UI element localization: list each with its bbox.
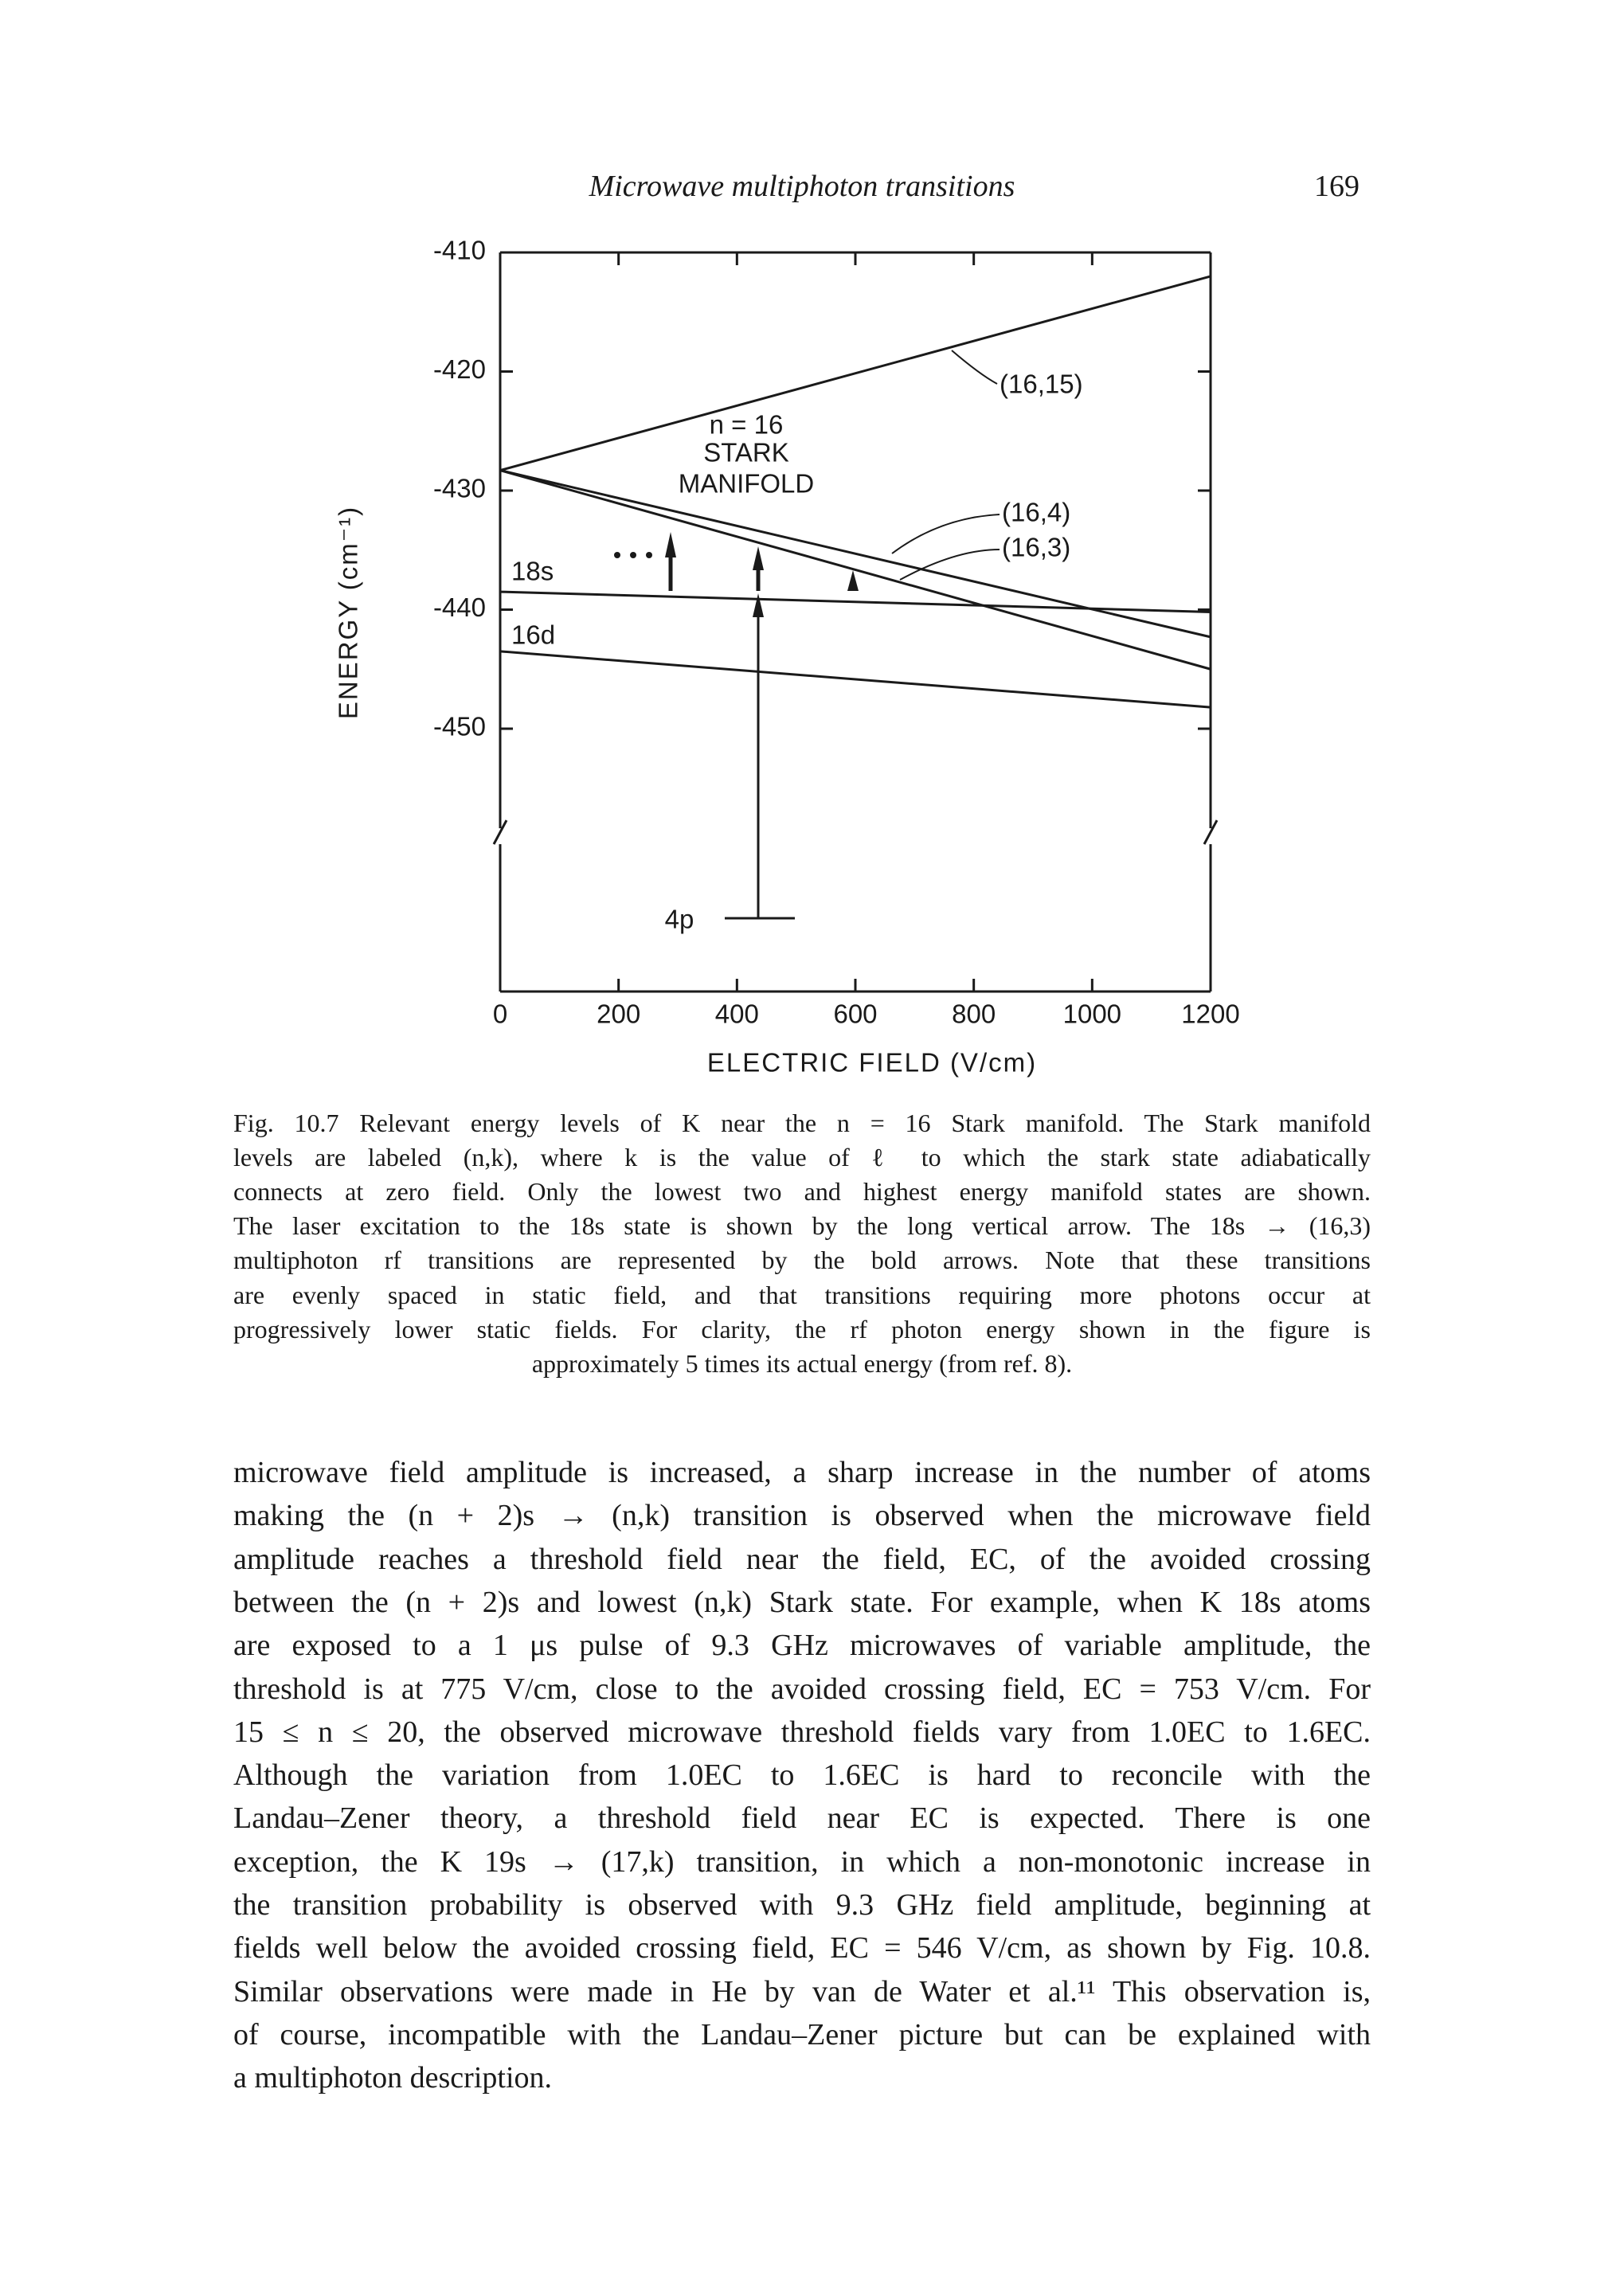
body-line: between the (n + 2)s and lowest (n,k) St… — [233, 1585, 1371, 1619]
x-tick-label: 400 — [715, 999, 759, 1029]
body-line: exception, the K 19s → (17,k) transition… — [233, 1844, 1371, 1879]
arrow-head — [665, 532, 676, 557]
running-title: Microwave multiphoton transitions — [589, 170, 1015, 203]
body-line: Landau–Zener theory, a threshold field n… — [233, 1801, 1371, 1836]
energy-level — [499, 650, 1211, 709]
caption-line: connects at zero field. Only the lowest … — [233, 1177, 1371, 1207]
annotation: STARK — [703, 438, 789, 467]
body-line: microwave field amplitude is increased, … — [233, 1456, 1371, 1489]
callout — [951, 350, 998, 385]
x-tick-label: 1200 — [1181, 999, 1239, 1029]
caption-line: approximately 5 times its actual energy … — [531, 1348, 1073, 1378]
arrow-head — [753, 593, 764, 617]
y-tick-label: -410 — [433, 236, 486, 265]
energy-level — [499, 275, 1211, 472]
caption-line: multiphoton rf transitions are represent… — [233, 1246, 1371, 1275]
level-label: (16,3) — [1002, 533, 1070, 562]
y-axis-title: ENERGY (cm⁻¹) — [334, 506, 363, 719]
y-tick-label: -440 — [433, 593, 486, 622]
arrow-head — [753, 546, 764, 570]
dot — [614, 552, 620, 558]
dot — [646, 552, 652, 558]
axis-break — [492, 819, 508, 845]
caption-line: are evenly spaced in static field, and t… — [233, 1280, 1371, 1309]
callout — [891, 514, 1000, 554]
y-tick-label: -450 — [433, 712, 486, 741]
page-number: 169 — [1314, 170, 1359, 203]
body-line: are exposed to a 1 μs pulse of 9.3 GHz m… — [233, 1629, 1371, 1663]
axis-break — [1203, 819, 1219, 845]
energy-level — [499, 469, 1211, 671]
body-line: Similar observations were made in He by … — [233, 1974, 1371, 2009]
callout — [899, 549, 1000, 581]
x-tick-label: 0 — [493, 999, 507, 1029]
annotation: 4p — [665, 905, 694, 934]
body-line: a multiphoton description. — [233, 2061, 553, 2095]
y-tick-label: -420 — [433, 354, 486, 384]
level-label: 16d — [511, 620, 555, 650]
arrow-head — [847, 570, 859, 591]
x-tick-label: 1000 — [1063, 999, 1121, 1029]
x-tick-label: 600 — [833, 999, 877, 1029]
caption-line: The laser excitation to the 18s state is… — [233, 1211, 1371, 1241]
y-tick-label: -430 — [433, 474, 486, 503]
level-label: 18s — [511, 557, 554, 586]
caption-line: progressively lower static fields. For c… — [233, 1314, 1371, 1344]
energy-level — [499, 590, 1211, 613]
body-line: the transition probability is observed w… — [233, 1888, 1371, 1922]
level-label: (16,4) — [1002, 498, 1070, 527]
energy-level — [499, 469, 1211, 639]
body-line: making the (n + 2)s → (n,k) transition i… — [233, 1499, 1371, 1533]
x-tick-label: 800 — [952, 999, 996, 1029]
dot — [630, 552, 636, 558]
caption-line: levels are labeled (n,k), where k is the… — [233, 1143, 1371, 1172]
body-line: amplitude reaches a threshold field near… — [233, 1542, 1371, 1576]
x-axis-title: ELECTRIC FIELD (V/cm) — [707, 1048, 1037, 1078]
body-line: fields well below the avoided crossing f… — [233, 1931, 1371, 1965]
level-label: (16,15) — [1000, 370, 1083, 399]
body-line: 15 ≤ n ≤ 20, the observed microwave thre… — [233, 1715, 1371, 1749]
annotation: MANIFOLD — [679, 469, 815, 499]
body-line: Although the variation from 1.0EC to 1.6… — [233, 1758, 1371, 1793]
arrow-heads — [614, 532, 859, 617]
body-line: threshold is at 775 V/cm, close to the a… — [233, 1672, 1371, 1706]
frame — [492, 251, 1219, 993]
caption-line: Fig. 10.7 Relevant energy levels of K ne… — [233, 1109, 1371, 1137]
x-tick-label: 200 — [597, 999, 640, 1029]
body-line: of course, incompatible with the Landau–… — [233, 2017, 1371, 2052]
annotation: n = 16 — [710, 410, 784, 440]
